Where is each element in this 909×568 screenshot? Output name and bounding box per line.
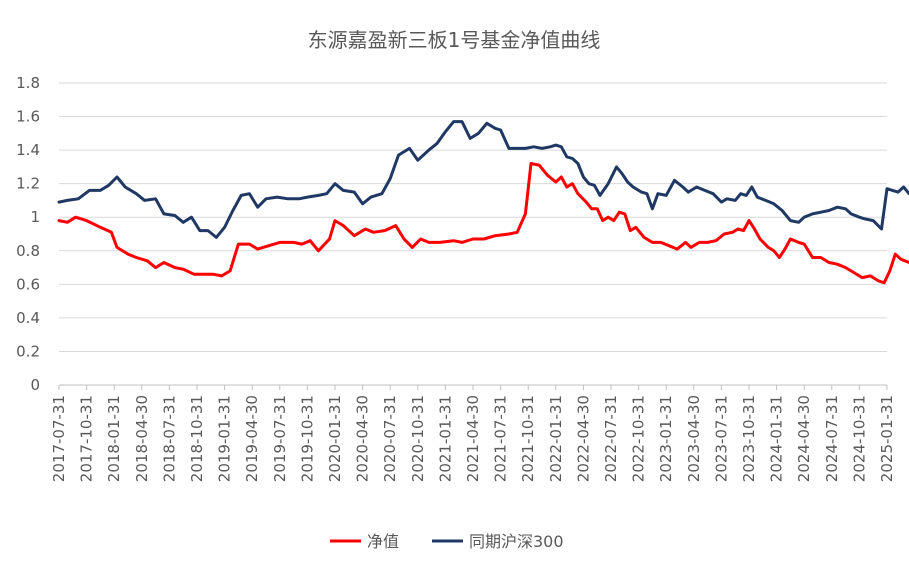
x-tick-label: 2023-01-31 xyxy=(657,395,675,482)
y-tick-label: 0.6 xyxy=(16,275,40,293)
x-tick-label: 2020-04-30 xyxy=(354,395,372,482)
x-tick-label: 2017-07-31 xyxy=(50,395,68,482)
y-tick-label: 1.6 xyxy=(16,108,40,126)
x-tick-label: 2019-04-30 xyxy=(243,395,261,482)
chart-title: 东源嘉盈新三板1号基金净值曲线 xyxy=(308,28,601,52)
x-axis: 2017-07-31 2017-10-31 2018-01-31 2018-04-30… xyxy=(50,384,896,482)
x-tick-label: 2020-07-31 xyxy=(381,395,399,482)
x-tick-label: 2018-10-31 xyxy=(188,395,206,482)
x-tick-label: 2019-01-31 xyxy=(216,395,234,482)
x-tick-label: 2024-07-31 xyxy=(823,395,841,482)
series-lines xyxy=(57,120,909,285)
x-tick-label: 2021-07-31 xyxy=(492,395,510,482)
y-tick-label: 1 xyxy=(30,208,40,226)
x-tick-label: 2021-04-30 xyxy=(464,395,482,482)
x-tick-label: 2023-04-30 xyxy=(685,395,703,482)
x-tick-label: 2024-04-30 xyxy=(795,395,813,482)
y-tick-label: 0 xyxy=(30,376,40,394)
x-tick-label: 2025-01-31 xyxy=(878,395,896,482)
y-tick-label: 1.8 xyxy=(16,74,40,92)
y-tick-label: 1.2 xyxy=(16,175,40,193)
x-tick-label: 2019-07-31 xyxy=(271,395,289,482)
y-axis-ticks: 0 0.2 0.4 0.6 0.8 1 1.2 1.4 1.6 1.8 xyxy=(16,74,40,394)
x-tick-label: 2021-10-31 xyxy=(519,395,537,482)
y-tick-label: 0.2 xyxy=(16,342,40,360)
legend-label-hs300: 同期沪深300 xyxy=(469,532,564,551)
y-tick-label: 0.4 xyxy=(16,309,40,327)
y-tick-label: 0.8 xyxy=(16,242,40,260)
x-tick-label: 2018-07-31 xyxy=(160,395,178,482)
x-tick-label: 2022-07-31 xyxy=(602,395,620,482)
x-tick-label: 2024-01-31 xyxy=(768,395,786,482)
x-tick-label: 2021-01-31 xyxy=(436,395,454,482)
gridlines xyxy=(59,82,887,352)
x-tick-label: 2023-07-31 xyxy=(712,395,730,482)
x-tick-label: 2017-10-31 xyxy=(78,395,96,482)
x-tick-label: 2023-10-31 xyxy=(740,395,758,482)
x-tick-label: 2019-10-31 xyxy=(298,395,316,482)
x-tick-label: 2020-01-31 xyxy=(326,395,344,482)
nav-series-line xyxy=(57,162,909,285)
x-tick-label: 2020-10-31 xyxy=(409,395,427,482)
hs300-series-line xyxy=(57,120,909,239)
legend: 净值 同期沪深300 xyxy=(330,532,564,551)
legend-label-nav: 净值 xyxy=(367,532,399,551)
x-tick-label: 2018-04-30 xyxy=(133,395,151,482)
y-tick-label: 1.4 xyxy=(16,141,40,159)
x-tick-label: 2022-10-31 xyxy=(630,395,648,482)
x-tick-label: 2018-01-31 xyxy=(105,395,123,482)
x-tick-label: 2022-04-30 xyxy=(574,395,592,482)
x-tick-label: 2024-10-31 xyxy=(850,395,868,482)
x-tick-label: 2022-01-31 xyxy=(547,395,565,482)
